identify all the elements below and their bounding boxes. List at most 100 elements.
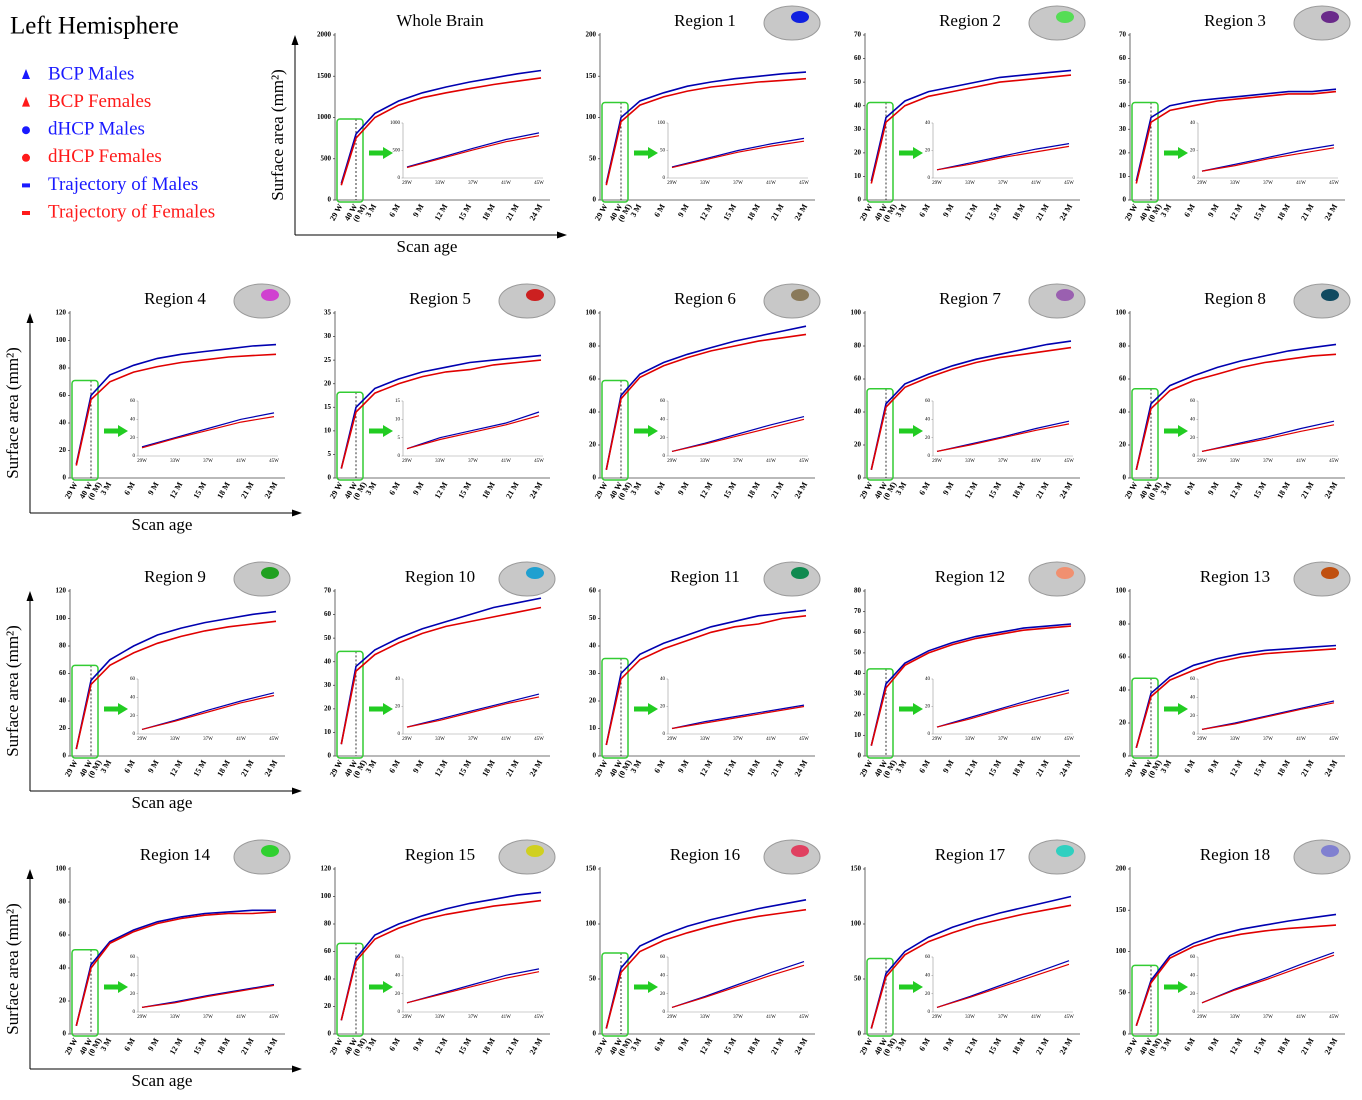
panel-title: Region 4 — [144, 289, 206, 308]
y-tick-label: 500 — [321, 154, 332, 162]
zoom-arrow-head — [1178, 425, 1188, 437]
inset-y-tick-label: 20 — [660, 705, 666, 710]
y-tick-label: 20 — [589, 441, 597, 449]
y-tick-label: 10 — [324, 728, 332, 736]
trajectory — [340, 359, 542, 469]
trajectory — [870, 904, 1072, 1029]
zoom-box — [601, 379, 629, 481]
inset-trajectory — [671, 961, 805, 1008]
brain-region — [1056, 845, 1074, 857]
zoom-box — [336, 391, 364, 481]
brain-region — [1056, 11, 1074, 23]
x-tick-label: 18 M — [1275, 480, 1292, 500]
inset-y-tick-label: 20 — [925, 149, 931, 154]
y-tick-label: 120 — [56, 309, 67, 317]
inset-x-tick-label: 41W — [766, 737, 776, 742]
zoom-box — [601, 101, 629, 203]
inset-y-tick-label: 0 — [398, 732, 401, 737]
x-tick-label: 15 M — [987, 202, 1004, 222]
inset-y-tick-label: 20 — [130, 992, 136, 997]
inset-y-tick-label: 0 — [663, 1010, 666, 1015]
y-tick-label: 10 — [854, 731, 862, 739]
x-tick-label: 9 M — [1206, 1036, 1221, 1053]
legend-label: BCP Males — [48, 63, 134, 84]
brain — [1028, 839, 1086, 875]
inset-y-tick-label: 0 — [663, 454, 666, 459]
y-tick-label: 0 — [63, 752, 67, 760]
inset-x-tick-label: 33W — [435, 737, 445, 742]
zoom-arrow-head — [913, 703, 923, 715]
inset-trajectory — [141, 984, 275, 1008]
trajectory — [1135, 353, 1337, 470]
inset-x-tick-label: 45W — [1329, 1015, 1339, 1020]
zoom-arrow-head — [1178, 147, 1188, 159]
x-tick-label: 12 M — [698, 758, 715, 778]
x-tick-label: 12 M — [698, 1036, 715, 1056]
x-tick-label: 9 M — [1206, 758, 1221, 775]
y-axis-label: Surface area (mm²) — [3, 903, 22, 1035]
x-tick-label: 21 M — [769, 758, 786, 778]
inset-x-tick-label: 37W — [468, 1015, 478, 1020]
zoom-arrow-head — [648, 981, 658, 993]
legend-label: Trajectory of Females — [48, 201, 215, 222]
brain-region — [791, 567, 809, 579]
inset-x-tick-label: 29W — [667, 1015, 677, 1020]
inset-x-tick-label: 33W — [435, 459, 445, 464]
inset-x-tick-label: 45W — [534, 737, 544, 742]
trajectory — [1135, 644, 1337, 749]
inset-y-tick-label: 20 — [925, 436, 931, 441]
inset-trajectory — [141, 412, 275, 448]
y-tick-label: 100 — [1116, 587, 1127, 595]
zoom-box — [866, 388, 894, 481]
big-y-arrow — [26, 869, 34, 879]
y-tick-label: 100 — [56, 614, 67, 622]
x-tick-label: 18 M — [745, 202, 762, 222]
x-tick-label: 29 W — [1123, 1036, 1140, 1056]
x-tick-label: 21 M — [1034, 758, 1051, 778]
x-tick-label: 21 M — [1299, 202, 1316, 222]
y-tick-label: 70 — [854, 607, 862, 615]
y-tick-label: 100 — [586, 113, 597, 121]
inset-y-tick-label: 40 — [660, 677, 666, 682]
x-tick-label: 24 M — [793, 1036, 810, 1056]
y-tick-label: 20 — [59, 724, 67, 732]
y-tick-label: 0 — [63, 1030, 67, 1038]
brain-region — [1321, 845, 1339, 857]
x-axis-label: Scan age — [132, 793, 193, 812]
inset-y-tick-label: 20 — [130, 436, 136, 441]
zoom-box — [866, 101, 894, 203]
zoom-box — [601, 952, 629, 1037]
x-tick-label: 6 M — [122, 758, 137, 775]
x-tick-label: 6 M — [1182, 758, 1197, 775]
inset-y-tick-label: 60 — [660, 399, 666, 404]
trajectory — [870, 69, 1072, 182]
zoom-arrow — [899, 984, 913, 990]
trajectory — [870, 346, 1072, 470]
zoom-box — [1131, 388, 1159, 481]
zoom-arrow-head — [913, 425, 923, 437]
inset-y-tick-label: 60 — [130, 955, 136, 960]
y-tick-label: 1000 — [317, 113, 332, 121]
inset-x-tick-label: 41W — [501, 181, 511, 186]
inset-x-tick-label: 37W — [1263, 1015, 1273, 1020]
y-tick-label: 50 — [854, 78, 862, 86]
trajectory — [340, 606, 542, 745]
y-tick-label: 70 — [324, 587, 332, 595]
x-tick-label: 15 M — [987, 1036, 1004, 1056]
inset-x-tick-label: 41W — [766, 1015, 776, 1020]
big-x-arrow — [292, 787, 302, 795]
inset-trajectory — [141, 416, 275, 449]
y-tick-label: 20 — [1119, 148, 1127, 156]
zoom-box — [866, 957, 894, 1037]
inset-trajectory — [406, 696, 540, 728]
y-axis-label: Surface area (mm²) — [3, 625, 22, 757]
panel-title: Region 2 — [939, 11, 1001, 30]
zoom-arrow — [1164, 428, 1178, 434]
zoom-arrow — [634, 984, 648, 990]
x-tick-label: 9 M — [1206, 480, 1221, 497]
x-tick-label: 6 M — [652, 480, 667, 497]
x-tick-label: 6 M — [917, 758, 932, 775]
inset-y-tick-label: 60 — [1190, 399, 1196, 404]
inset-y-tick-label: 20 — [1190, 714, 1196, 719]
x-tick-label: 18 M — [1010, 202, 1027, 222]
